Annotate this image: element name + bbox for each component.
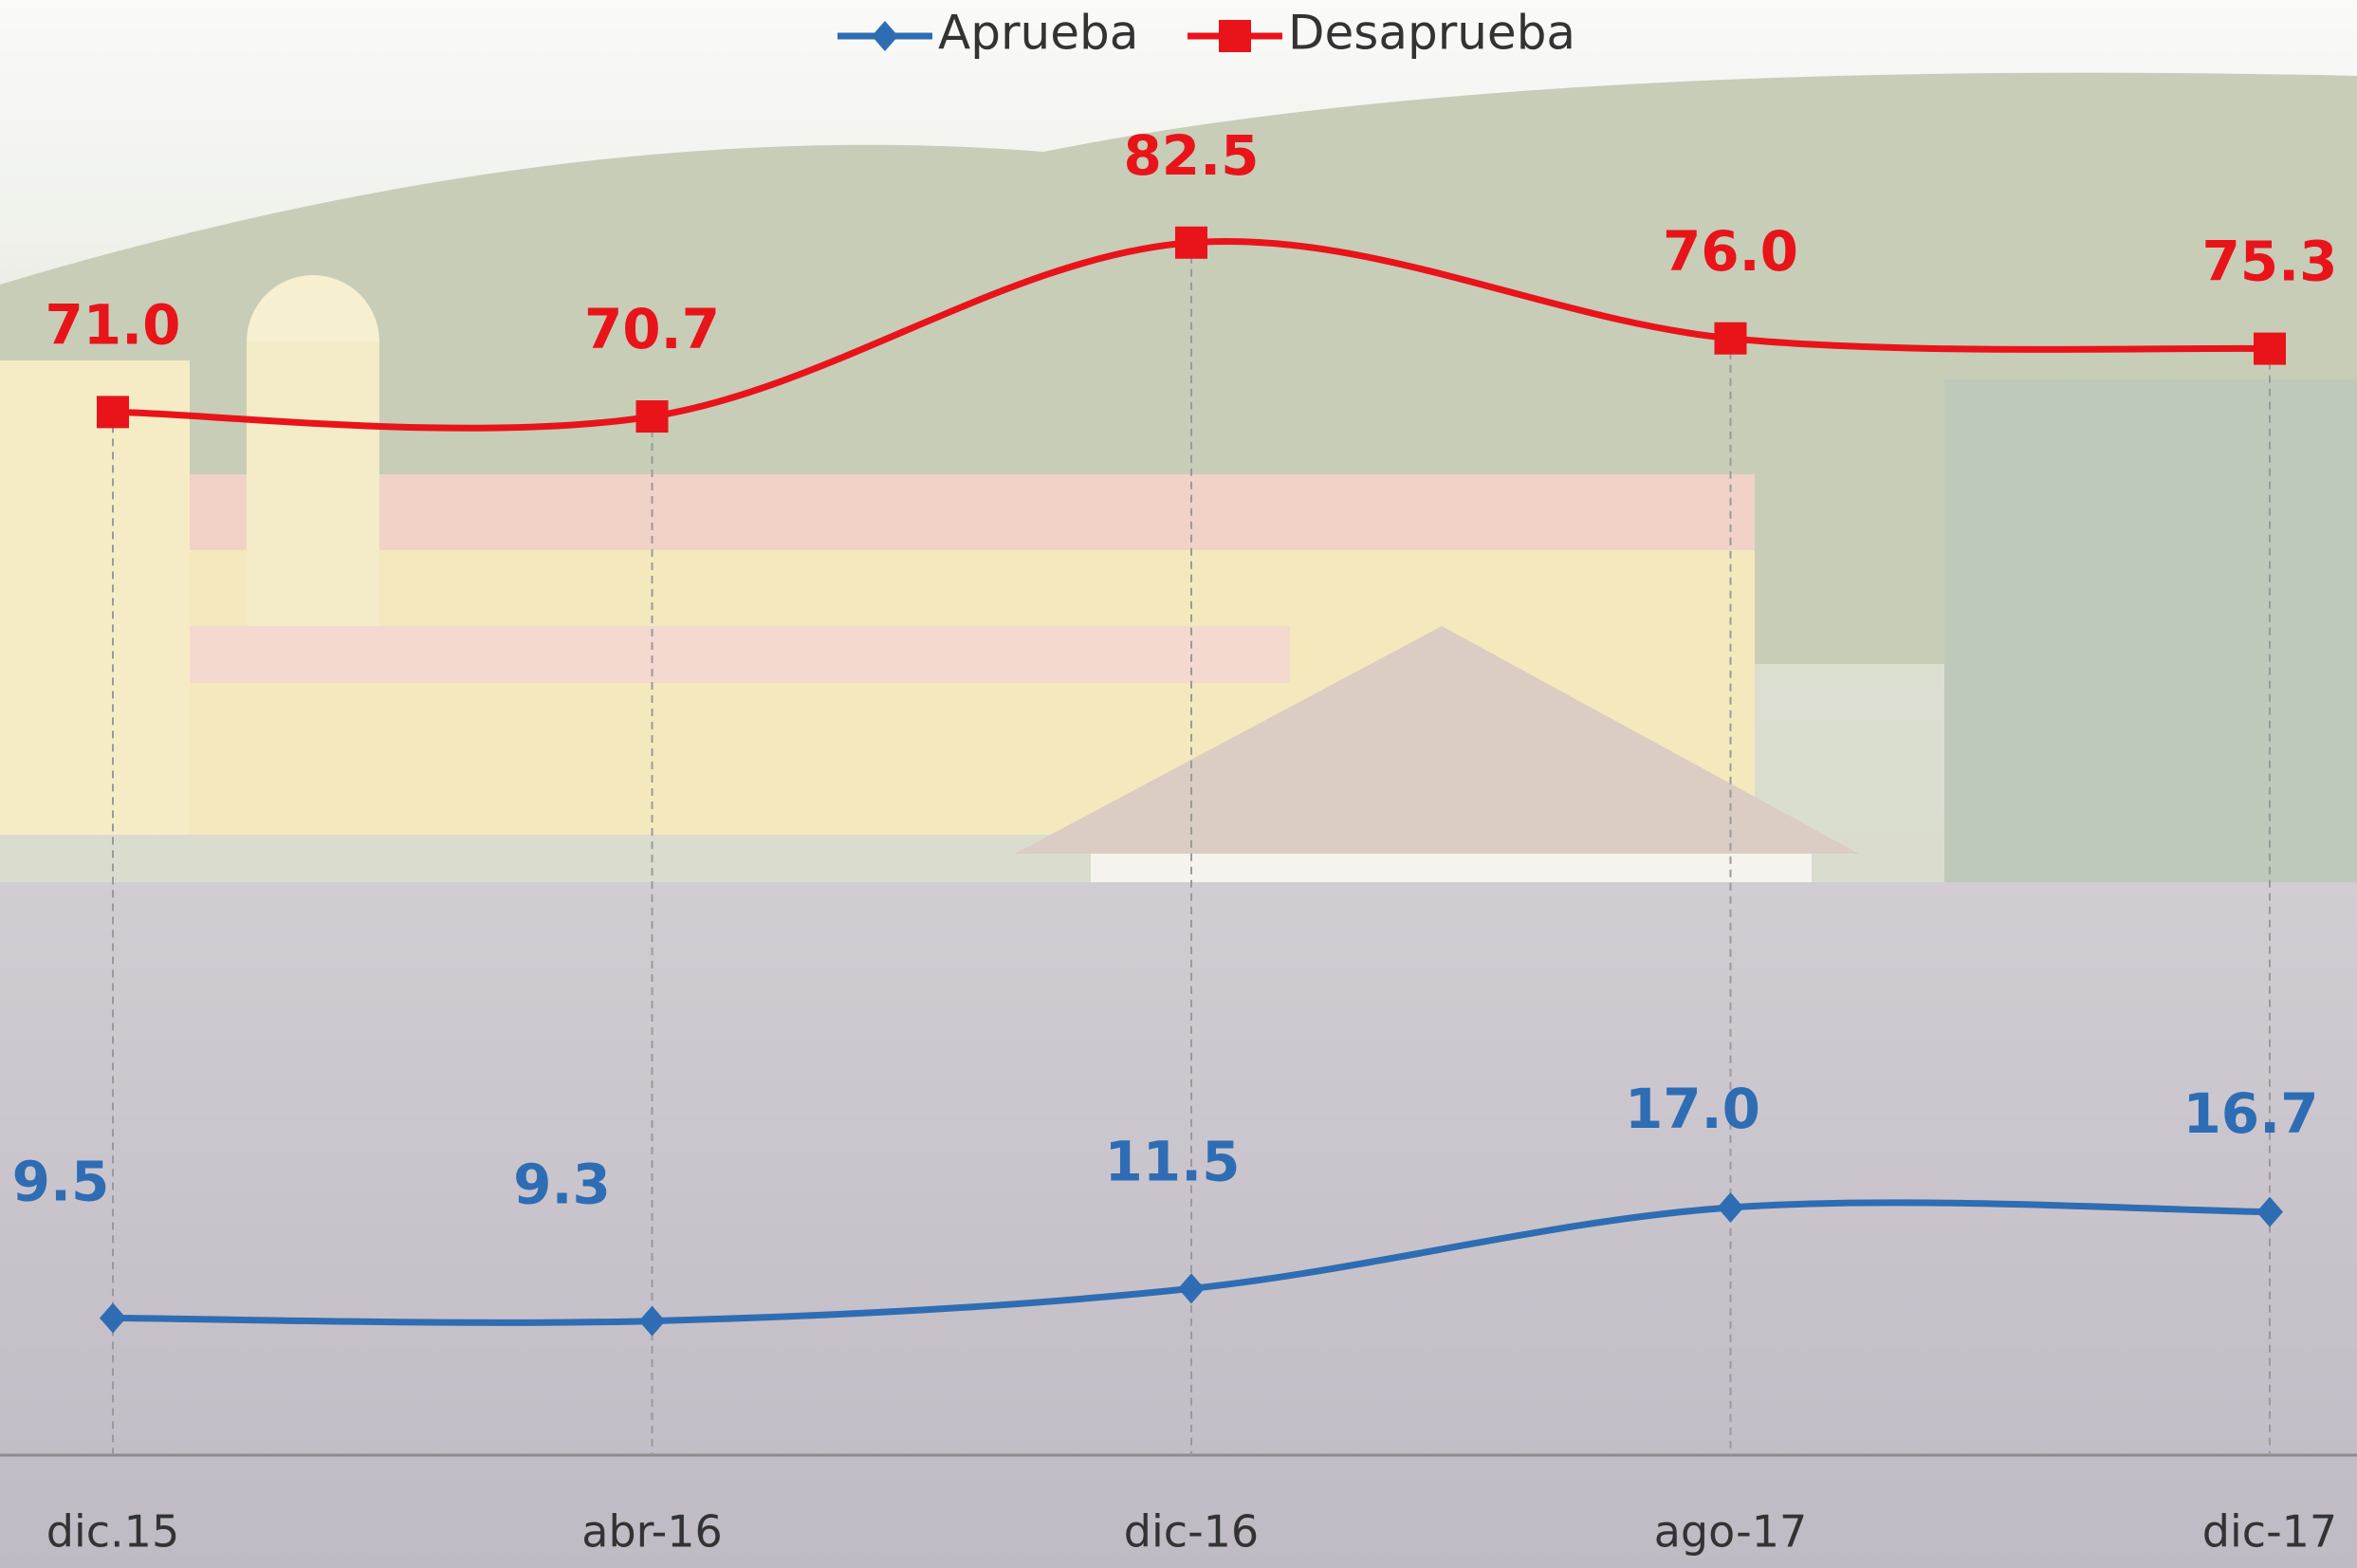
legend-label: Desaprueba [1288,6,1575,61]
x-tick-label: dic-16 [1124,1506,1259,1558]
marker [1714,322,1747,355]
value-label: 17.0 [1625,1077,1760,1141]
x-tick-label: ago-17 [1654,1506,1808,1558]
value-label: 9.3 [513,1153,611,1217]
value-label: 9.5 [12,1150,110,1214]
x-tick-label: dic.15 [46,1506,179,1558]
value-label: 16.7 [2182,1081,2318,1146]
legend-marker [1219,20,1251,52]
x-tick-label: dic-17 [2202,1506,2337,1558]
legend-label: Aprueba [938,6,1138,61]
value-label: 71.0 [45,292,180,357]
legend-marker [872,21,898,51]
marker [635,400,669,434]
marker [2256,1196,2283,1227]
marker [2254,332,2286,365]
value-label: 75.3 [2201,230,2337,294]
marker [97,396,129,429]
value-label: 82.5 [1123,123,1259,188]
marker [1178,1273,1205,1304]
marker [1175,226,1207,259]
marker [1717,1191,1744,1223]
marker [100,1302,126,1334]
value-label: 76.0 [1663,219,1798,284]
legend: Aprueba Desaprueba [838,6,1575,61]
value-label: 70.7 [584,297,720,361]
marker [638,1305,666,1337]
value-label: 11.5 [1104,1130,1240,1194]
x-tick-label: abr-16 [581,1506,723,1558]
